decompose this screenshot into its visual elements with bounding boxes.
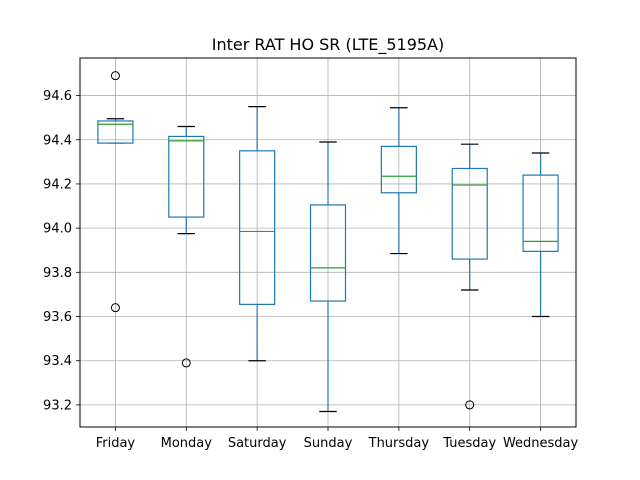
y-tick-label: 94.0 [43,222,72,237]
iqr-box [97,120,134,144]
outlier-point [110,71,120,81]
y-tick-label: 94.2 [43,177,72,192]
box-friday [97,71,134,313]
y-tick-label: 93.8 [43,266,72,281]
x-tick-label: Tuesday [442,436,496,451]
outlier-point [181,358,191,368]
iqr-box [522,174,559,252]
box-monday [168,125,205,368]
y-tick-label: 94.6 [43,89,72,104]
y-tick-label: 93.2 [43,398,72,413]
box-thursday [380,107,417,255]
x-tick-label: Sunday [304,436,353,451]
chart-title: Inter RAT HO SR (LTE_5195A) [212,35,444,55]
axis-layer: 93.2 93.4 93.6 93.8 94.0 94.2 94.4 94.6 Friday Mo… [43,89,578,451]
box-tuesday [451,143,488,410]
x-tick-label: Monday [161,436,213,451]
iqr-box [380,145,417,194]
outlier-point [110,303,120,313]
y-tick-label: 94.4 [43,133,72,148]
x-tick-label: Saturday [228,436,287,451]
x-tick-label: Friday [96,436,136,451]
box-wednesday [522,152,559,318]
iqr-box [168,135,205,218]
y-tick-label: 93.4 [43,354,72,369]
box-layer [97,71,559,413]
plot-frame [79,57,577,428]
iqr-box [451,167,488,260]
x-tick-label: Wednesday [503,436,579,451]
iqr-box [309,204,347,302]
box-sunday [309,141,347,413]
y-tick-label: 93.6 [43,310,72,325]
x-tick-label: Thursday [368,436,430,451]
outlier-point [465,400,475,410]
iqr-box [239,150,276,305]
box-saturday [239,106,276,362]
